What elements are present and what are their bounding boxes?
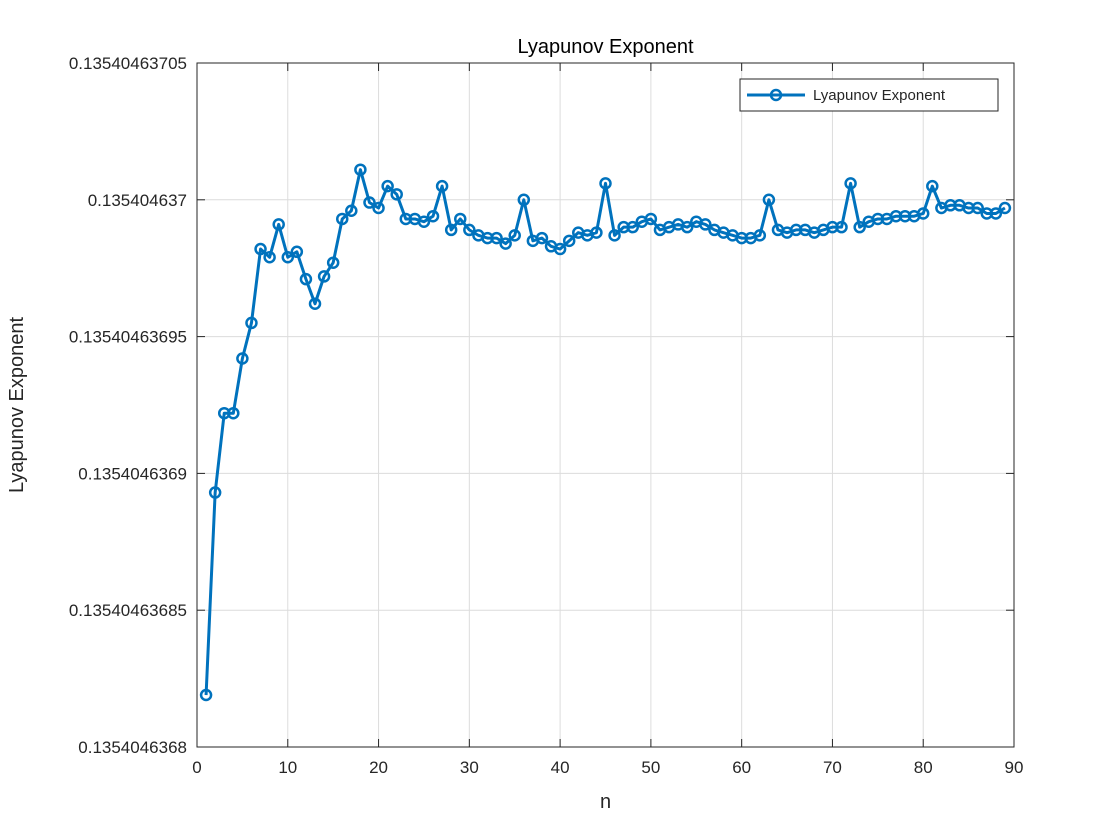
data-point xyxy=(499,237,512,250)
data-point xyxy=(753,229,767,242)
data-point xyxy=(626,220,639,234)
data-point xyxy=(508,229,521,242)
x-tick-label: 20 xyxy=(369,758,388,777)
plot-area-frame xyxy=(196,62,1015,748)
x-axis-label: n xyxy=(600,791,611,813)
series-line xyxy=(204,168,1006,696)
grid xyxy=(197,63,1014,747)
data-point xyxy=(454,212,467,226)
data-point xyxy=(254,242,267,256)
x-tick-label: 80 xyxy=(914,758,933,777)
data-point xyxy=(290,245,304,259)
data-point xyxy=(363,196,376,209)
x-tick-label: 30 xyxy=(460,758,479,777)
x-tick-label: 60 xyxy=(732,758,751,777)
legend-box xyxy=(739,78,999,112)
data-point xyxy=(590,226,603,239)
axis-ticks: 0 10 20 30 40 50 60 70 80 90 0.1354046368 0.1354046… xyxy=(69,54,1024,777)
data-point xyxy=(844,177,857,190)
data-point xyxy=(444,223,458,237)
data-point xyxy=(562,234,576,248)
legend-entry-label: Lyapunov Exponent xyxy=(813,87,946,104)
data-point xyxy=(245,316,258,330)
y-tick-label: 0.13540463695 xyxy=(69,328,187,347)
data-point xyxy=(998,201,1012,215)
data-point xyxy=(345,204,358,217)
data-point xyxy=(227,406,240,420)
data-point xyxy=(535,231,549,245)
legend-marker-swatch xyxy=(769,88,783,102)
x-tick-label: 50 xyxy=(641,758,660,777)
y-tick-label: 0.1354046368 xyxy=(78,738,187,757)
y-axis-label: Lyapunov Exponent xyxy=(6,317,28,494)
data-point xyxy=(608,229,621,242)
data-point xyxy=(299,272,313,286)
data-point xyxy=(372,201,385,215)
x-tick-label: 0 xyxy=(192,758,201,777)
data-point xyxy=(272,218,285,231)
y-tick-label: 0.13540463685 xyxy=(69,601,187,620)
data-point xyxy=(308,297,322,311)
data-point xyxy=(463,223,476,237)
data-point xyxy=(916,207,930,220)
data-point xyxy=(762,193,776,207)
x-tick-label: 90 xyxy=(1005,758,1024,777)
x-tick-label: 10 xyxy=(278,758,297,777)
data-point xyxy=(926,179,939,193)
y-tick-label: 0.135404637 xyxy=(88,191,187,210)
data-point xyxy=(644,212,658,226)
data-point xyxy=(381,179,394,193)
data-point xyxy=(971,201,984,215)
data-point xyxy=(208,486,222,499)
y-tick-label: 0.1354046369 xyxy=(78,464,187,483)
data-point xyxy=(599,177,612,190)
data-point xyxy=(263,251,276,264)
data-point xyxy=(517,193,531,207)
data-point xyxy=(680,220,694,234)
x-tick-label: 40 xyxy=(551,758,570,777)
data-point xyxy=(199,688,213,702)
data-point xyxy=(390,188,403,201)
data-point xyxy=(490,231,503,245)
data-point xyxy=(417,215,431,228)
x-tick-label: 70 xyxy=(823,758,842,777)
data-point xyxy=(853,220,866,234)
data-point xyxy=(553,242,567,256)
data-point xyxy=(236,352,249,365)
data-point xyxy=(699,218,712,231)
chart-title: Lyapunov Exponent xyxy=(517,36,694,58)
data-point xyxy=(326,256,340,269)
data-point xyxy=(281,251,295,264)
data-point xyxy=(335,212,349,226)
data-point xyxy=(426,209,440,223)
y-tick-label: 0.13540463705 xyxy=(69,54,187,73)
data-point xyxy=(835,220,848,234)
data-point xyxy=(435,179,449,193)
legend: Lyapunov Exponent xyxy=(739,78,999,112)
series-layer xyxy=(199,163,1012,702)
data-point xyxy=(317,270,331,283)
data-point xyxy=(354,163,367,176)
data-point xyxy=(989,207,1003,220)
